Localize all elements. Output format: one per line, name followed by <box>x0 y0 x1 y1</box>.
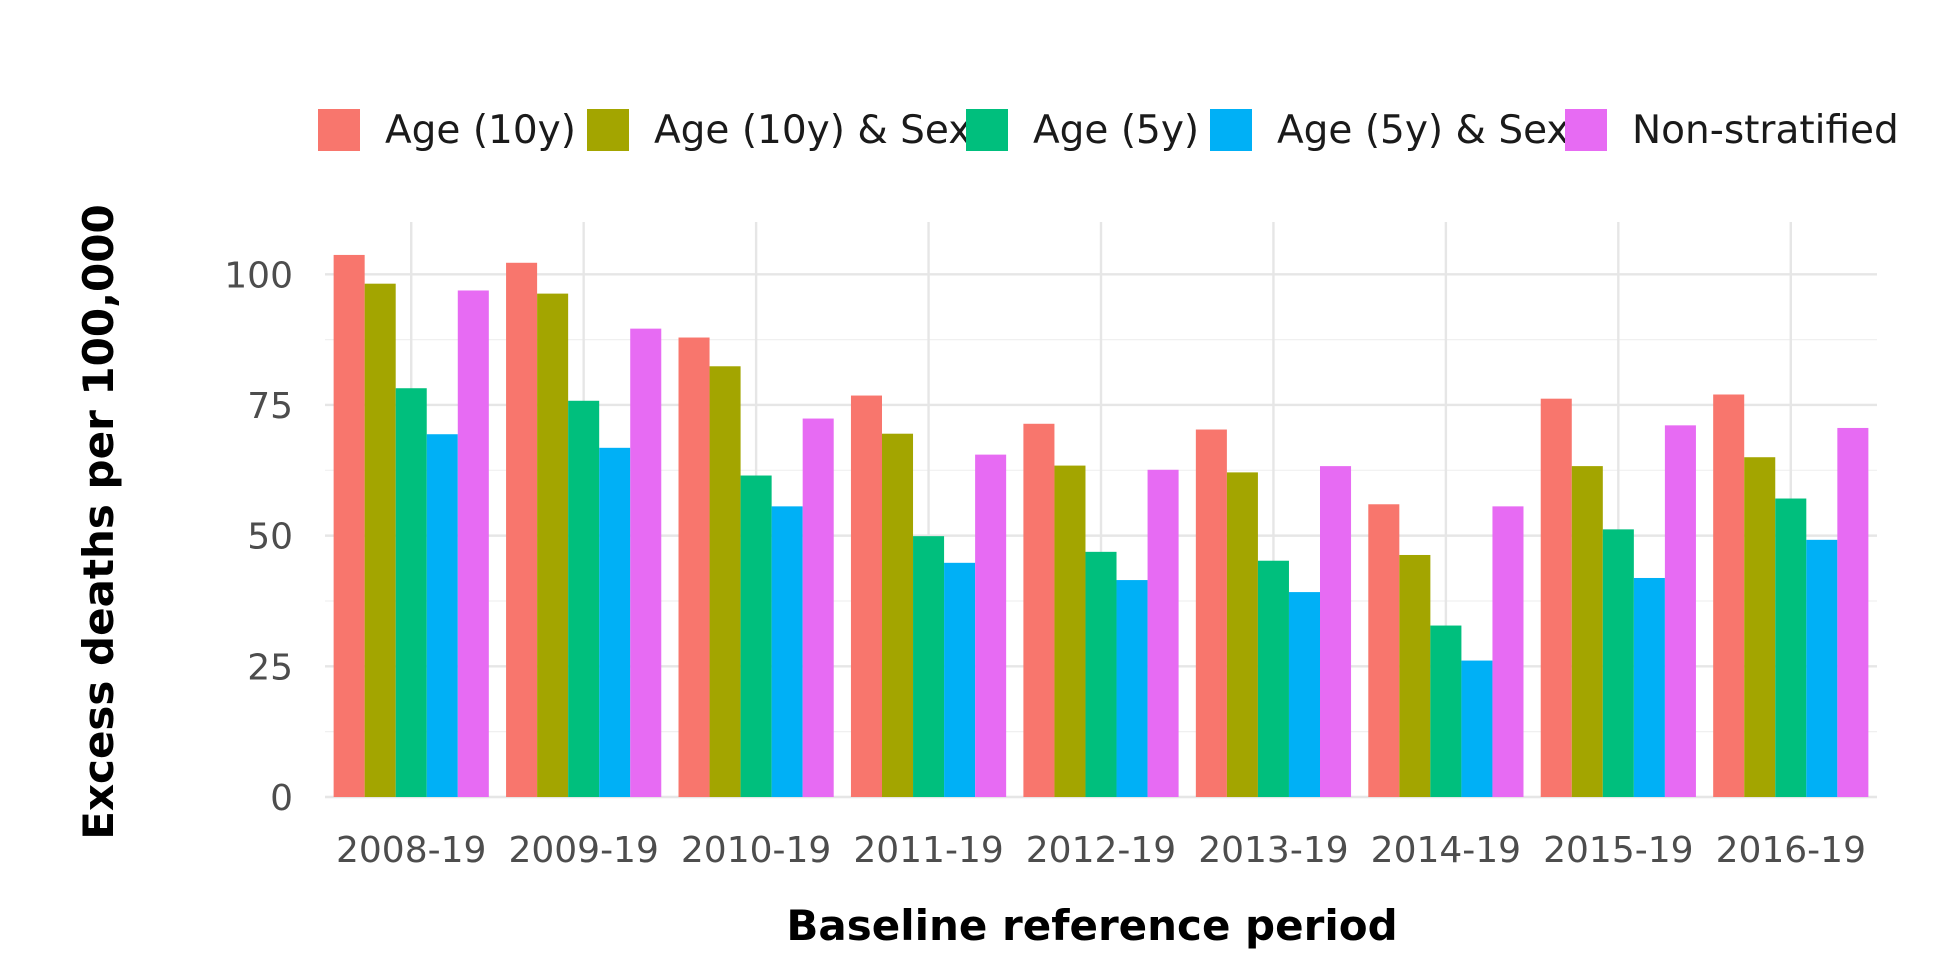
bar <box>678 337 710 797</box>
x-tick-label: 2013-19 <box>1198 830 1348 871</box>
x-axis-title: Baseline reference period <box>786 901 1397 950</box>
x-tick-label: 2014-19 <box>1371 830 1521 871</box>
bar <box>881 433 914 797</box>
legend-label: Age (5y) & Sex <box>1277 108 1570 153</box>
bar <box>1147 469 1179 797</box>
legend: Age (10y) Age (10y) & Sex Age (5y) Age (5y)… <box>318 108 1899 153</box>
y-tick-label: 0 <box>270 778 293 819</box>
bar <box>395 388 427 797</box>
bar <box>1054 465 1086 797</box>
bar <box>1664 425 1696 797</box>
bar <box>1461 660 1493 797</box>
bar <box>457 290 489 797</box>
bar <box>1744 457 1776 797</box>
bar <box>364 283 396 797</box>
bar <box>568 400 600 797</box>
y-tick-label: 50 <box>247 517 293 558</box>
bar <box>537 293 569 797</box>
x-axis-ticks: 2008-19 2009-19 2010-19 2011-19 2012-19 2013-… <box>336 830 1866 871</box>
bar <box>1633 577 1665 797</box>
bar <box>1257 560 1289 797</box>
legend-key <box>318 109 360 151</box>
bar <box>1195 429 1227 797</box>
bar <box>1806 539 1838 797</box>
bar <box>506 262 538 798</box>
x-tick-label: 2012-19 <box>1026 830 1176 871</box>
bar <box>1368 504 1400 797</box>
bar <box>975 454 1007 797</box>
bar <box>1226 472 1258 797</box>
y-tick-label: 100 <box>224 255 293 296</box>
bar <box>1837 427 1869 797</box>
legend-label: Age (5y) <box>1033 108 1199 153</box>
bar <box>913 536 945 797</box>
bar <box>1492 506 1524 797</box>
bar <box>630 328 662 797</box>
bar <box>1430 625 1462 797</box>
bar <box>333 254 365 797</box>
bar <box>1602 529 1634 797</box>
legend-label: Non-stratified <box>1632 108 1899 153</box>
bar <box>1085 551 1117 797</box>
bar <box>802 418 834 797</box>
legend-key <box>1565 109 1607 151</box>
x-tick-label: 2009-19 <box>508 830 658 871</box>
legend-label: Age (10y) <box>385 108 576 153</box>
bar <box>1116 580 1148 797</box>
x-tick-label: 2016-19 <box>1716 830 1866 871</box>
x-tick-label: 2010-19 <box>681 830 831 871</box>
bar <box>1320 466 1352 797</box>
bar <box>426 434 458 797</box>
x-tick-label: 2008-19 <box>336 830 486 871</box>
bar <box>1713 394 1745 797</box>
legend-key <box>587 109 629 151</box>
legend-key <box>1210 109 1252 151</box>
bar <box>1571 466 1603 797</box>
bar <box>850 395 882 797</box>
bar <box>1023 423 1055 797</box>
legend-key <box>966 109 1008 151</box>
bar <box>709 366 741 797</box>
y-axis-title: Excess deaths per 100,000 <box>74 204 123 839</box>
bar <box>944 562 976 797</box>
y-axis-ticks: 0 25 50 75 100 <box>224 255 293 819</box>
y-tick-label: 25 <box>247 647 293 688</box>
x-tick-label: 2015-19 <box>1543 830 1693 871</box>
bar <box>1399 554 1431 797</box>
x-tick-label: 2011-19 <box>853 830 1003 871</box>
bar <box>740 475 772 797</box>
bars <box>333 254 1869 798</box>
bar <box>771 506 803 797</box>
bar <box>1288 592 1321 797</box>
bar <box>599 447 631 797</box>
bar <box>1540 398 1572 797</box>
y-tick-label: 75 <box>247 386 293 427</box>
legend-label: Age (10y) & Sex <box>654 108 971 153</box>
bar <box>1775 498 1807 797</box>
